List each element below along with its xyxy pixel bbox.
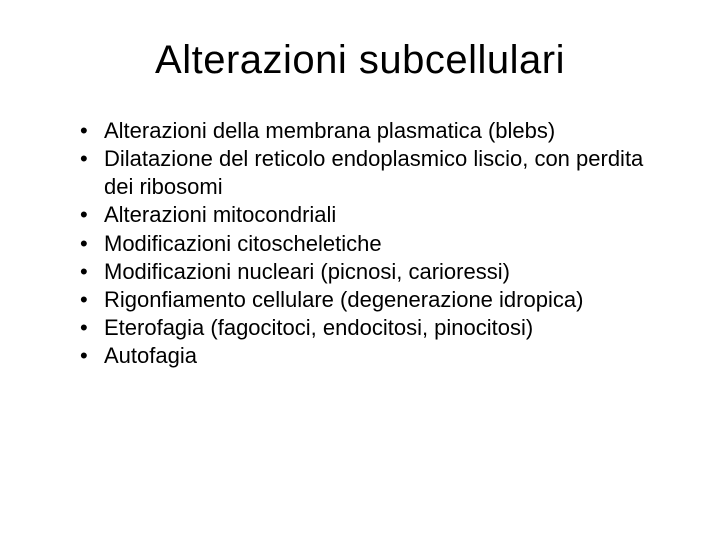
list-item: Eterofagia (fagocitoci, endocitosi, pino… (80, 314, 660, 342)
list-item: Modificazioni nucleari (picnosi, cariore… (80, 258, 660, 286)
list-item: Alterazioni mitocondriali (80, 201, 660, 229)
list-item: Modificazioni citoscheletiche (80, 230, 660, 258)
bullet-list: Alterazioni della membrana plasmatica (b… (60, 117, 660, 370)
list-item: Rigonfiamento cellulare (degenerazione i… (80, 286, 660, 314)
list-item: Autofagia (80, 342, 660, 370)
list-item: Dilatazione del reticolo endoplasmico li… (80, 145, 660, 201)
list-item: Alterazioni della membrana plasmatica (b… (80, 117, 660, 145)
slide-title: Alterazioni subcellulari (60, 38, 660, 83)
